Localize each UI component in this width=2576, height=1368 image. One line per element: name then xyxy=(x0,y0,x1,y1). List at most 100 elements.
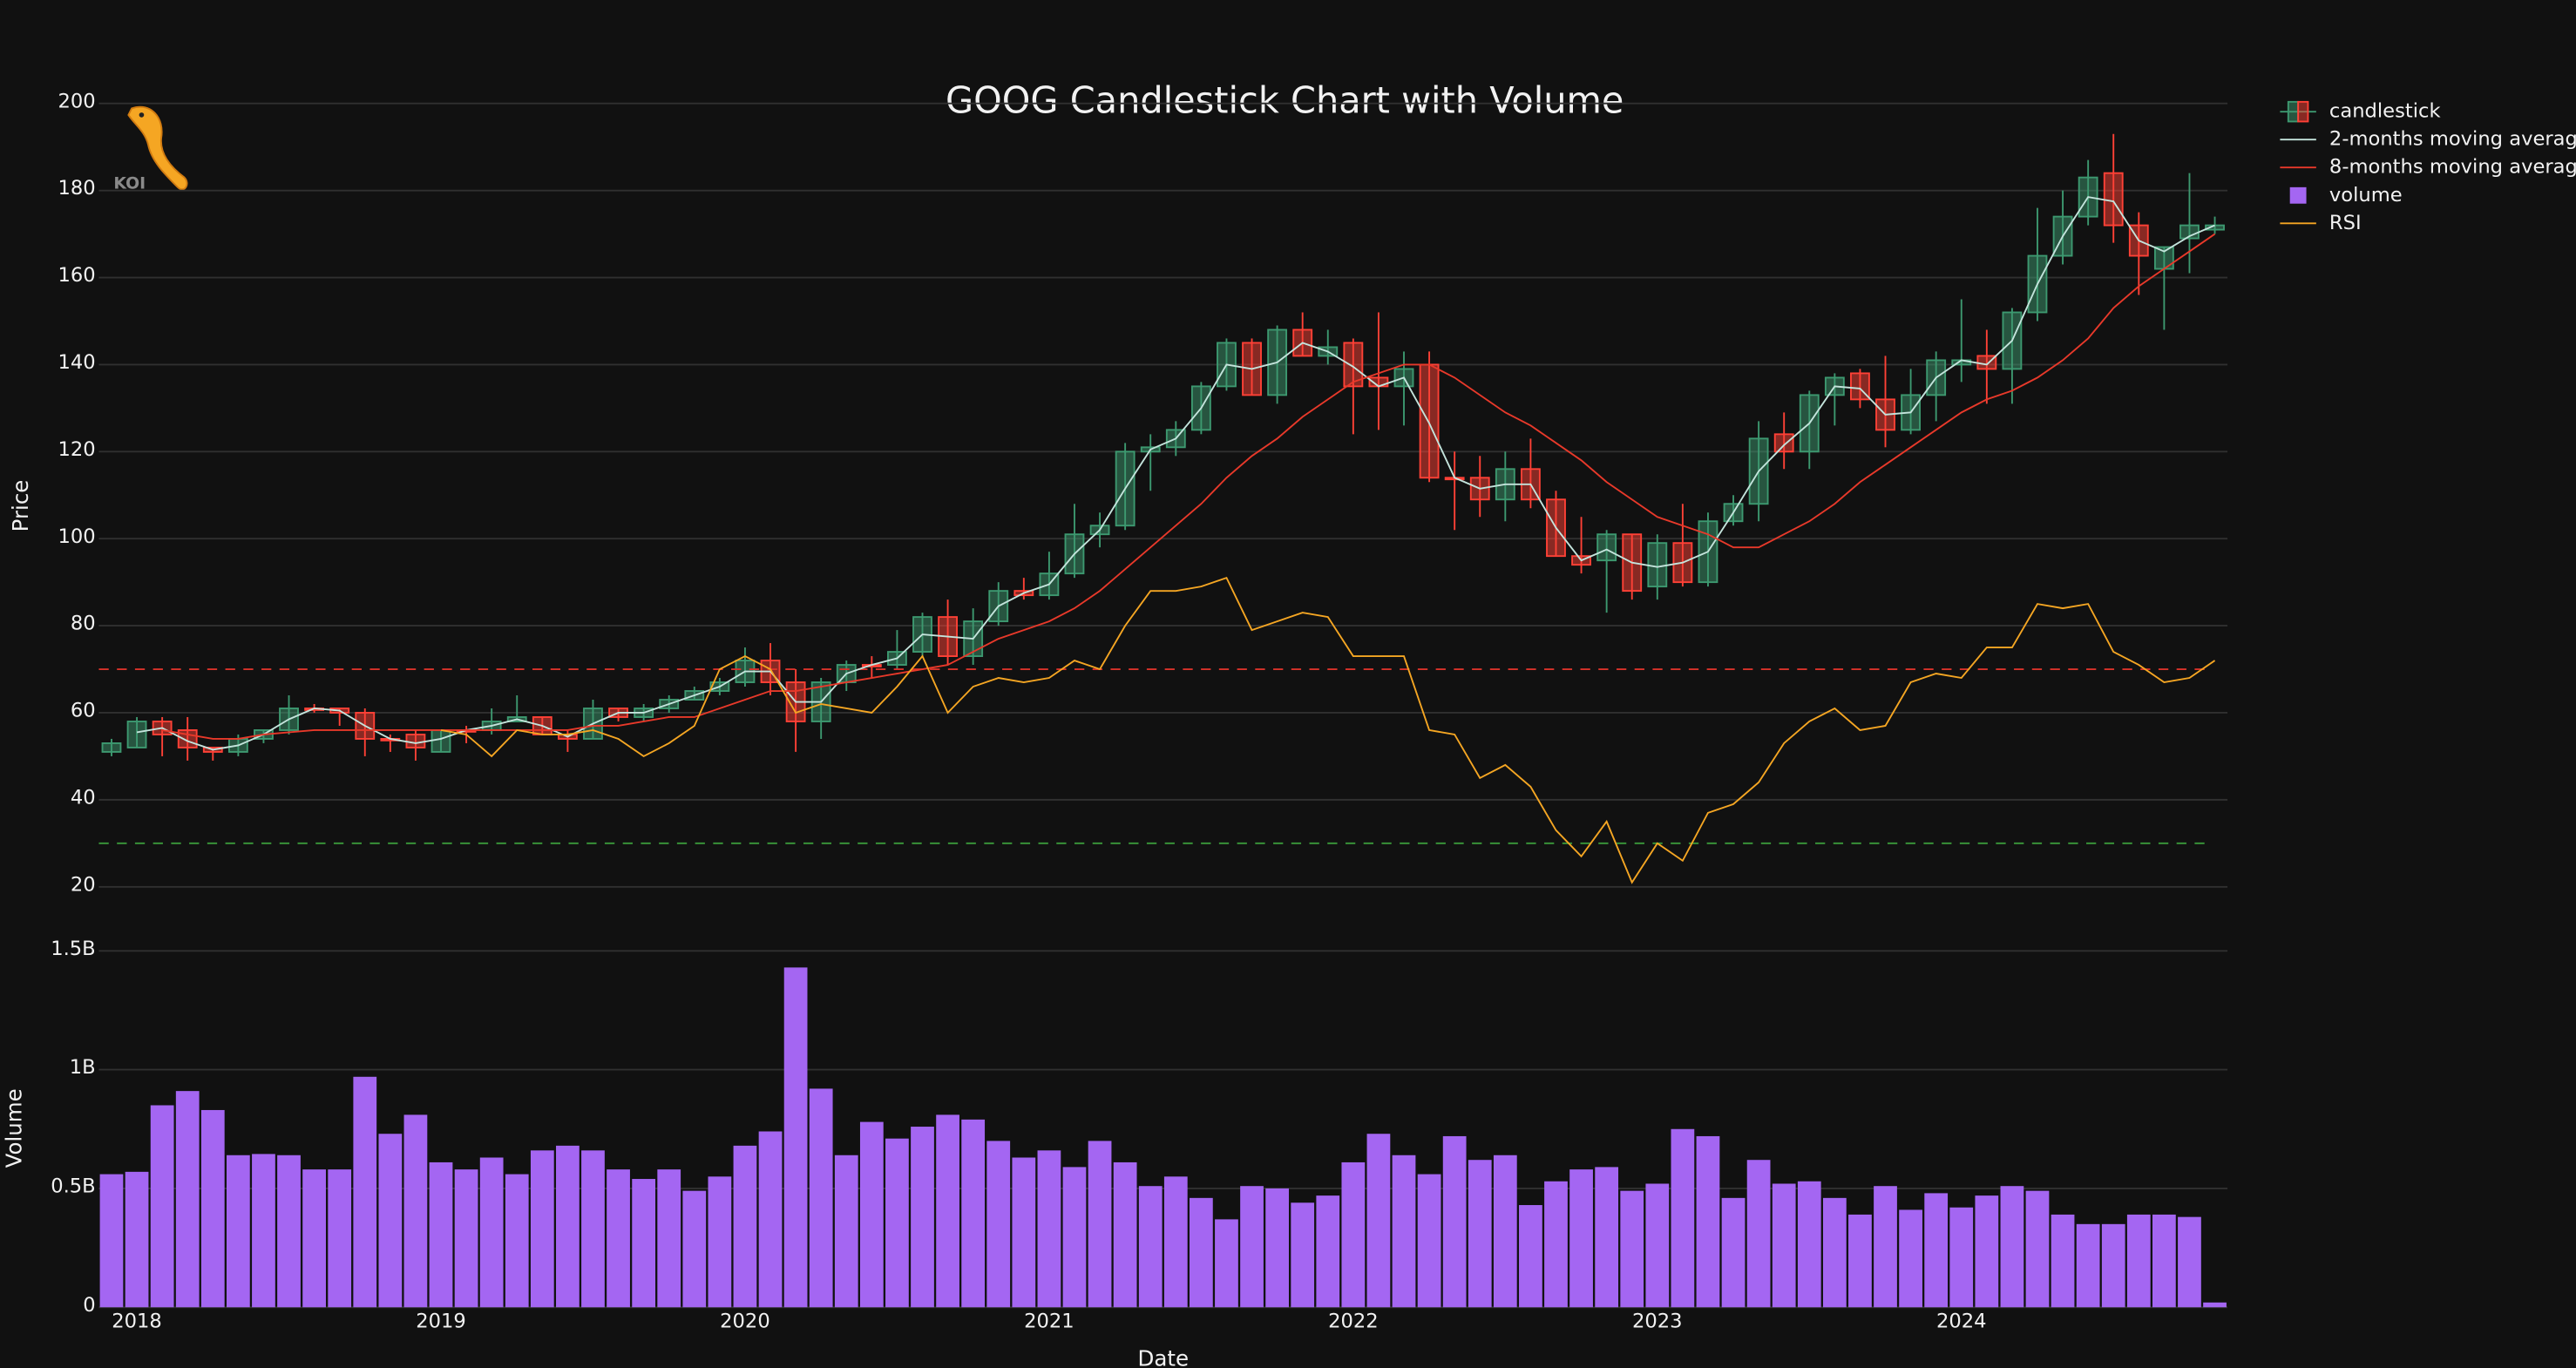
volume-bar xyxy=(2000,1186,2024,1308)
volume-bar xyxy=(1240,1186,1264,1308)
volume-bar xyxy=(1316,1195,1340,1308)
legend-label: 8-months moving average xyxy=(2329,156,2576,179)
volume-bar xyxy=(632,1179,656,1308)
volume-bar xyxy=(758,1131,783,1308)
volume-bar xyxy=(1975,1195,1999,1308)
legend-swatch xyxy=(2289,186,2307,204)
volume-bar xyxy=(1012,1157,1036,1308)
volume-bar xyxy=(1721,1197,1746,1308)
candle-body xyxy=(430,729,451,753)
volume-bar xyxy=(986,1141,1011,1308)
volume-bar xyxy=(1772,1183,1796,1308)
volume-bar xyxy=(809,1088,833,1308)
x-tick-label: 2023 xyxy=(1632,1310,1683,1333)
volume-bar xyxy=(99,1174,124,1308)
y-tick-label: 140 xyxy=(58,351,96,374)
volume-bar xyxy=(2178,1216,2201,1308)
volume-bar xyxy=(2076,1223,2100,1308)
volume-bar xyxy=(1163,1176,1188,1308)
volume-bar xyxy=(1569,1169,1593,1308)
candle-body xyxy=(101,742,122,753)
volume-bar xyxy=(1544,1181,1568,1308)
volume-bar xyxy=(353,1076,377,1308)
volume-bar xyxy=(328,1169,352,1308)
legend-label: volume xyxy=(2329,184,2403,207)
y-tick-label: 80 xyxy=(71,613,96,635)
volume-bar xyxy=(429,1161,453,1308)
candle-body xyxy=(1773,433,1794,453)
candle-body xyxy=(126,721,147,748)
volume-bar xyxy=(1190,1197,1213,1308)
y-tick-label: 200 xyxy=(58,90,96,112)
volume-bar xyxy=(454,1169,478,1308)
volume-bar xyxy=(682,1190,707,1308)
legend-label: RSI xyxy=(2329,212,2362,234)
x-tick-label: 2019 xyxy=(416,1310,466,1333)
volume-bar xyxy=(302,1169,326,1308)
volume-bar xyxy=(277,1155,301,1308)
series-line xyxy=(440,576,2216,884)
volume-bar xyxy=(911,1127,934,1308)
y-tick-label: 100 xyxy=(58,525,96,548)
volume-bar xyxy=(1519,1205,1542,1308)
volume-bar xyxy=(556,1145,580,1308)
volume-bar xyxy=(200,1109,225,1308)
series-line xyxy=(136,196,2215,751)
volume-bar xyxy=(403,1114,428,1308)
candle-body xyxy=(1419,363,1440,479)
volume-bar xyxy=(1113,1161,1137,1308)
y-tick-label: 1.5B xyxy=(51,938,95,960)
volume-bar xyxy=(378,1134,403,1308)
candle-body xyxy=(2103,172,2124,227)
y-axis-title: Volume xyxy=(1,1088,26,1168)
legend-swatch xyxy=(2287,100,2300,123)
volume-bar xyxy=(1215,1219,1238,1308)
volume-bar xyxy=(1138,1186,1163,1308)
volume-bar xyxy=(2025,1190,2050,1308)
volume-bar xyxy=(581,1150,605,1308)
volume-bar xyxy=(708,1176,732,1308)
volume-bar xyxy=(1924,1193,1949,1308)
volume-bar xyxy=(1848,1214,1872,1308)
y-tick-label: 0.5B xyxy=(51,1175,95,1198)
volume-bar xyxy=(1088,1141,1112,1308)
x-tick-label: 2020 xyxy=(720,1310,770,1333)
series-line xyxy=(161,233,2216,740)
volume-bar xyxy=(783,967,808,1308)
volume-bar xyxy=(1595,1167,1619,1308)
x-tick-label: 2024 xyxy=(1936,1310,1987,1333)
volume-bar xyxy=(657,1169,681,1308)
volume-bar xyxy=(1620,1190,1644,1308)
volume-bar xyxy=(175,1091,200,1308)
logo-text: KOI xyxy=(113,175,146,193)
volume-bar xyxy=(1671,1128,1695,1308)
volume-bar xyxy=(1062,1167,1087,1308)
logo-eye xyxy=(139,112,145,118)
volume-bar xyxy=(1291,1202,1315,1308)
volume-bar xyxy=(1696,1135,1720,1308)
volume-bar xyxy=(1341,1161,1366,1308)
x-tick-label: 2018 xyxy=(112,1310,162,1333)
volume-bar xyxy=(2051,1214,2075,1308)
volume-bar xyxy=(505,1174,529,1308)
volume-bar xyxy=(226,1155,250,1308)
candle-body xyxy=(405,734,426,748)
x-tick-label: 2022 xyxy=(1328,1310,1379,1333)
volume-bar xyxy=(2203,1302,2227,1308)
volume-bar xyxy=(1366,1134,1391,1308)
volume-bar xyxy=(530,1150,554,1308)
volume-bar xyxy=(834,1155,858,1308)
volume-bar xyxy=(885,1138,909,1308)
volume-bar xyxy=(479,1157,504,1308)
volume-bar xyxy=(125,1171,149,1308)
y-tick-label: 160 xyxy=(58,264,96,287)
volume-bar xyxy=(1468,1160,1492,1308)
volume-bar xyxy=(2101,1223,2125,1308)
volume-bar xyxy=(1899,1209,1922,1308)
bars xyxy=(99,967,2227,1308)
volume-bar xyxy=(961,1119,986,1308)
volume-bar xyxy=(1493,1155,1517,1308)
chart-title: GOOG Candlestick Chart with Volume xyxy=(946,80,1624,122)
volume-bar xyxy=(1822,1197,1847,1308)
